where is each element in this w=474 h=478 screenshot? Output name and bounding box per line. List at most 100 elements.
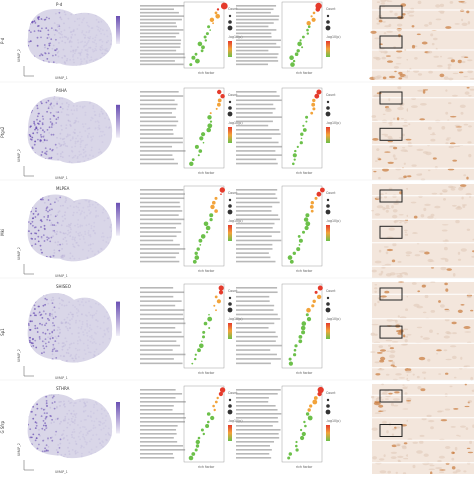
tissue-cell: [419, 250, 426, 252]
umap-cell-dot: [40, 90, 42, 92]
umap-cell-dot: [66, 60, 68, 62]
dotplot-point: [306, 313, 309, 316]
umap-cell-dot: [88, 351, 90, 353]
umap-cell-dot: [38, 362, 40, 364]
umap-cell-dot: [50, 161, 52, 163]
tissue-cell: [451, 426, 456, 428]
umap-cell-dot: [77, 12, 79, 14]
umap-cell-dot: [54, 95, 56, 97]
umap-cell-dot: [99, 438, 101, 440]
umap-cell-dot: [77, 343, 79, 345]
tissue-cell: [381, 384, 384, 385]
tissue-cell: [453, 408, 458, 410]
umap-cell-dot: [80, 447, 82, 449]
term-label-text: [140, 240, 173, 242]
umap-cell-dot: [30, 400, 32, 402]
term-label-text: [140, 300, 182, 302]
umap-cell-dot: [68, 314, 70, 316]
umap-cell-dot: [49, 267, 51, 269]
umap-cell-dot: [93, 288, 95, 290]
umap-cell-dot: [109, 338, 111, 340]
dotplot-point: [311, 304, 314, 307]
term-label-text: [236, 91, 277, 93]
umap-cell-dot: [111, 210, 113, 212]
umap-cell-dot: [101, 236, 103, 238]
umap-cell-dot: [47, 239, 49, 241]
tissue-cell: [450, 386, 453, 388]
umap-cell-dot: [58, 393, 60, 395]
dotplot-point: [289, 55, 294, 60]
umap-cell-dot: [56, 118, 58, 120]
umap-cell-dot: [98, 122, 100, 124]
umap-cell-dot: [64, 305, 66, 307]
umap-cell-dot: [101, 408, 103, 410]
umap-cell-dot: [109, 290, 111, 292]
umap-cell-dot: [95, 43, 97, 45]
umap-cell-dot: [90, 236, 92, 238]
umap-cell-dot: [102, 29, 104, 31]
tissue-cell: [388, 122, 392, 124]
umap-cell-dot: [33, 286, 35, 288]
umap-cell-dot: [81, 136, 83, 138]
umap-cell-dot: [36, 105, 38, 107]
umap-cell-dot: [95, 313, 97, 315]
tissue-cell: [458, 60, 462, 63]
umap-cell-dot: [62, 205, 64, 207]
tissue-cell: [452, 322, 457, 325]
umap-cell-dot: [99, 193, 101, 195]
umap-cell-dot: [34, 124, 36, 126]
term-label-text: [236, 393, 278, 395]
umap-cell-dot: [101, 47, 103, 49]
umap-cell-dot: [107, 9, 109, 11]
dotplot-point: [302, 321, 307, 326]
umap-cell-dot: [54, 340, 56, 342]
umap-cell-dot: [57, 350, 59, 352]
umap-cell-dot: [68, 322, 70, 324]
size-legend-dot: [228, 308, 233, 313]
term-label-text: [140, 116, 176, 118]
umap-cell-dot: [31, 59, 33, 61]
tissue-cell: [418, 1, 422, 4]
tissue-cell: [444, 336, 450, 339]
umap-cell-dot: [71, 6, 73, 8]
tissue-cell: [389, 24, 392, 27]
umap-cell-dot: [49, 336, 51, 338]
term-label-text: [236, 296, 269, 298]
umap-cell-dot: [39, 159, 41, 161]
umap-cell-dot: [86, 442, 88, 444]
umap-cell-dot: [55, 144, 57, 146]
umap-cell-dot: [89, 430, 91, 432]
tissue-cell: [409, 15, 414, 17]
term-label-text: [140, 112, 172, 114]
umap-cell-dot: [38, 258, 40, 260]
term-label-text: [140, 425, 178, 427]
term-label-text: [236, 219, 280, 221]
umap-cell-dot: [89, 365, 91, 367]
tissue-cell: [389, 138, 393, 139]
umap-cell-dot: [67, 106, 69, 108]
umap-cell-dot: [69, 161, 71, 163]
umap-cell-dot: [96, 461, 98, 463]
dotplot-point: [311, 201, 314, 204]
color-legend-bar: [326, 323, 330, 339]
tissue-cell: [438, 300, 441, 303]
umap-cell-dot: [34, 390, 36, 392]
dotplot-point: [197, 247, 200, 250]
gene-title: MLPEA: [56, 186, 70, 191]
tissue-cell: [393, 398, 400, 400]
umap-cell-dot: [99, 402, 101, 404]
umap-cell-dot: [103, 62, 105, 64]
term-label-text: [236, 214, 278, 216]
umap-cell-dot: [64, 403, 66, 405]
umap-cell-dot: [102, 41, 104, 43]
term-label-text: [140, 409, 173, 411]
umap-cell-dot: [28, 230, 30, 232]
tissue-cell: [404, 442, 408, 444]
tissue-cell: [389, 124, 392, 126]
size-legend-dot: [326, 302, 330, 306]
umap-cell-dot: [62, 342, 64, 344]
umap-cell-dot: [67, 39, 69, 41]
tissue-cell: [406, 251, 413, 254]
tissue-cell: [467, 448, 471, 449]
